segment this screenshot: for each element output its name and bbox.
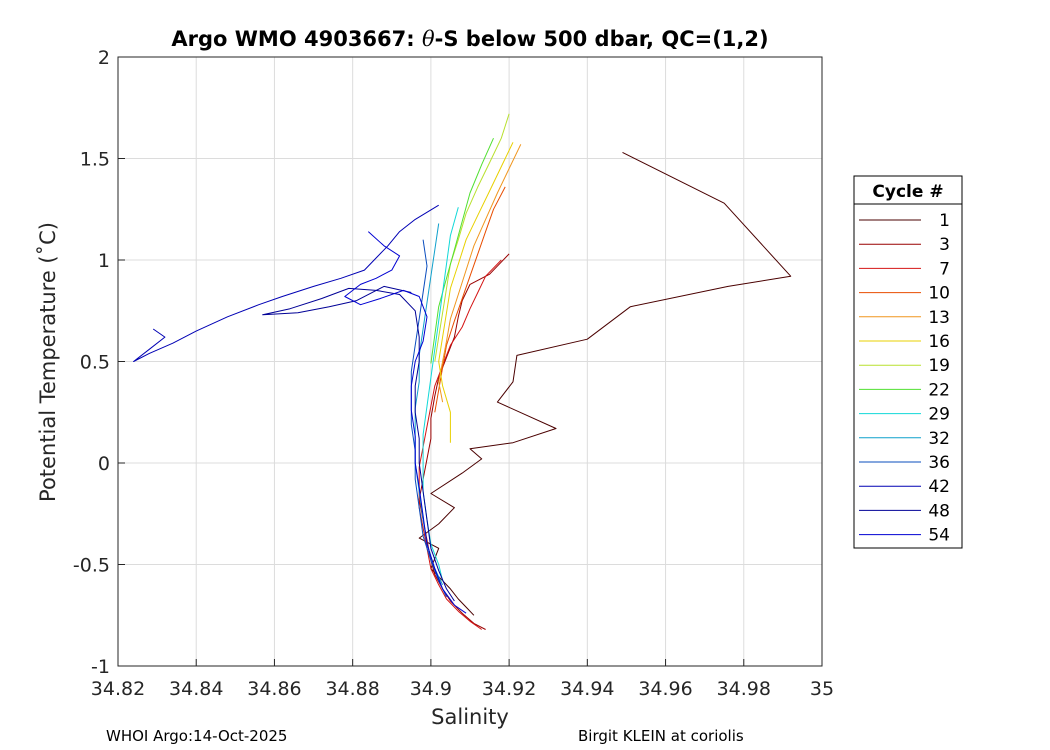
x-tick-label: 34.96	[638, 678, 692, 700]
legend-label-cycle-36: 36	[928, 453, 950, 473]
y-tick-label: -0.5	[73, 555, 110, 577]
y-tick-label: 2	[98, 47, 110, 69]
series-line-cycle-54	[344, 231, 467, 614]
y-axis-label: Potential Temperature (˚C)	[36, 222, 60, 502]
x-tick-label: 35	[810, 678, 834, 700]
series-line-cycle-42	[133, 204, 439, 362]
x-tick-labels: 34.82 34.84 34.86 34.88 34.9 34.92 34.94 34.96 3…	[91, 659, 834, 700]
x-tick-label: 34.86	[247, 678, 301, 700]
series-line-cycle-48	[262, 285, 455, 602]
legend-title: Cycle #	[872, 182, 943, 202]
series-line-cycle-1	[418, 151, 792, 616]
chart-title: Argo WMO 4903667: θ-S below 500 dbar, QC…	[171, 27, 768, 51]
title-prefix: Argo WMO 4903667:	[171, 27, 422, 51]
series-line-cycle-22	[430, 137, 494, 364]
footer-right: Birgit KLEIN at coriolis	[578, 727, 744, 745]
title-suffix: -S below 500 dbar, QC=(1,2)	[435, 27, 769, 51]
x-tick-label: 34.88	[325, 678, 379, 700]
legend-label-cycle-29: 29	[928, 405, 950, 425]
legend-label-cycle-19: 19	[928, 356, 950, 376]
x-tick-label: 34.98	[717, 678, 771, 700]
y-tick-label: 0	[98, 453, 110, 475]
x-tick-label: 34.82	[91, 678, 145, 700]
series-line-cycle-13	[438, 144, 522, 403]
x-tick-label: 34.94	[560, 678, 614, 700]
legend-label-cycle-1: 1	[939, 211, 950, 231]
legend-label-cycle-32: 32	[928, 429, 950, 449]
y-tick-label: 0.5	[80, 352, 110, 374]
footer-left: WHOI Argo:14-Oct-2025	[106, 727, 287, 745]
series-line-cycle-7	[418, 259, 502, 630]
title-theta-symbol: θ	[422, 27, 435, 51]
series-line-cycle-36	[410, 239, 447, 598]
legend-label-cycle-16: 16	[928, 332, 950, 352]
legend-label-cycle-42: 42	[928, 477, 950, 497]
y-tick-label: 1.5	[80, 149, 110, 171]
x-tick-label: 34.92	[482, 678, 536, 700]
legend-label-cycle-54: 54	[928, 526, 950, 546]
y-tick-labels: -1 -0.5 0 0.5 1 1.5 2	[73, 47, 125, 678]
x-tick-label: 34.84	[169, 678, 223, 700]
y-tick-label: 1	[98, 250, 110, 272]
legend-label-cycle-10: 10	[928, 284, 950, 304]
x-axis-label: Salinity	[431, 705, 509, 729]
x-tick-label: 34.9	[410, 678, 452, 700]
y-tick-label: -1	[91, 656, 110, 678]
legend-label-cycle-48: 48	[928, 501, 950, 521]
legend-label-cycle-7: 7	[939, 259, 950, 279]
legend-label-cycle-22: 22	[928, 380, 950, 400]
legend-label-cycle-3: 3	[939, 235, 950, 255]
series-layer	[133, 113, 792, 630]
series-line-cycle-16	[438, 142, 514, 443]
legend-label-cycle-13: 13	[928, 308, 950, 328]
series-line-cycle-19	[434, 113, 510, 362]
